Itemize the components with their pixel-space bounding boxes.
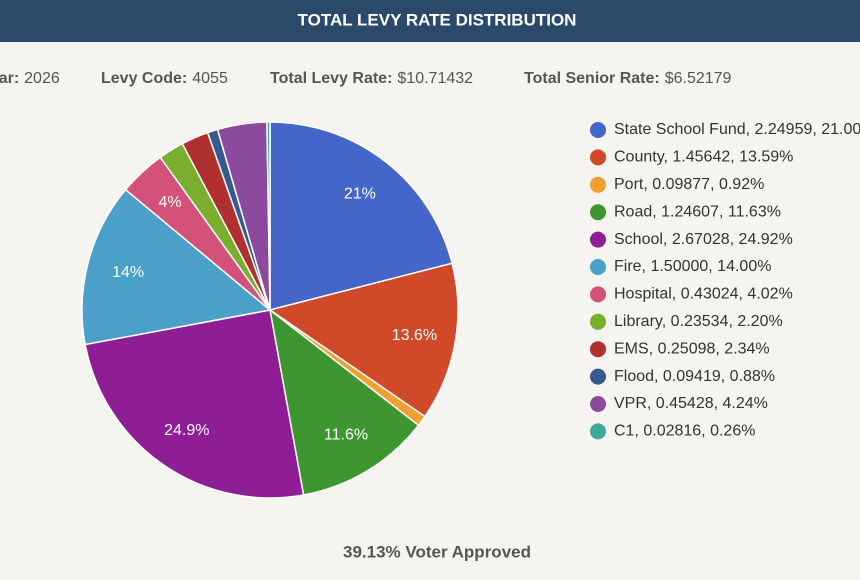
info-value: 4055 (192, 70, 228, 87)
legend-swatch (590, 396, 606, 412)
pie-slice (268, 308, 420, 496)
legend-label: Port, 0.09877, 0.92% (614, 176, 764, 193)
legend-swatch (590, 313, 606, 330)
header-bar (0, 0, 860, 42)
slice-label: 13.6% (392, 327, 437, 344)
info-value: $6.52179 (665, 70, 732, 87)
info-value: $10.71432 (397, 70, 473, 87)
slice-label: 21% (344, 185, 376, 202)
legend-label: C1, 0.02816, 0.26% (614, 423, 755, 440)
slice-label: 11.6% (324, 427, 368, 444)
legend-swatch (590, 423, 606, 440)
legend-label: EMS, 0.25098, 2.34% (614, 340, 770, 357)
pie-slice (269, 121, 454, 311)
info-item: Total Levy Rate: $10.71432 (270, 70, 473, 87)
legend-label: School, 2.67028, 24.92% (614, 231, 793, 248)
legend-label: Road, 1.24607, 11.63% (614, 203, 781, 220)
chart-title: TOTAL LEVY RATE DISTRIBUTION (298, 10, 577, 29)
legend-label: Hospital, 0.43024, 4.02% (614, 286, 793, 303)
pie-slice (268, 262, 459, 418)
legend-label: VPR, 0.45428, 4.24% (614, 395, 768, 412)
info-value: 2026 (24, 70, 60, 87)
legend-swatch (590, 176, 606, 193)
info-label: Year: (0, 70, 19, 87)
info-label: Total Senior Rate: (524, 70, 660, 87)
legend-swatch (590, 368, 606, 385)
slice-label: 24.9% (164, 422, 209, 439)
pie-slice (84, 309, 305, 499)
legend-swatch (590, 204, 606, 221)
legend-label: Fire, 1.50000, 14.00% (614, 258, 771, 275)
slice-label: 4% (159, 194, 182, 211)
legend-label: Library, 0.23534, 2.20% (614, 313, 783, 330)
info-item: Levy Code: 4055 (101, 70, 228, 87)
info-item: Year: 2026 (0, 70, 60, 87)
pie-slice (81, 188, 272, 346)
slice-label: 14% (112, 264, 144, 281)
legend-swatch (590, 259, 606, 275)
pie-slice (266, 121, 271, 311)
info-label: Total Levy Rate: (270, 70, 392, 87)
legend-swatch (590, 122, 606, 138)
footer-note: 39.13% Voter Approved (343, 542, 531, 561)
legend-swatch (590, 341, 606, 358)
legend-swatch (590, 231, 606, 248)
legend-label: State School Fund, 2.24959, 21.00% (614, 121, 860, 138)
legend-swatch (590, 149, 606, 166)
info-label: Levy Code: (101, 70, 187, 87)
legend-swatch (590, 286, 606, 303)
info-item: Total Senior Rate: $6.52179 (524, 70, 732, 87)
legend-label: Flood, 0.09419, 0.88% (614, 368, 775, 385)
legend-label: County, 1.45642, 13.59% (614, 149, 793, 166)
